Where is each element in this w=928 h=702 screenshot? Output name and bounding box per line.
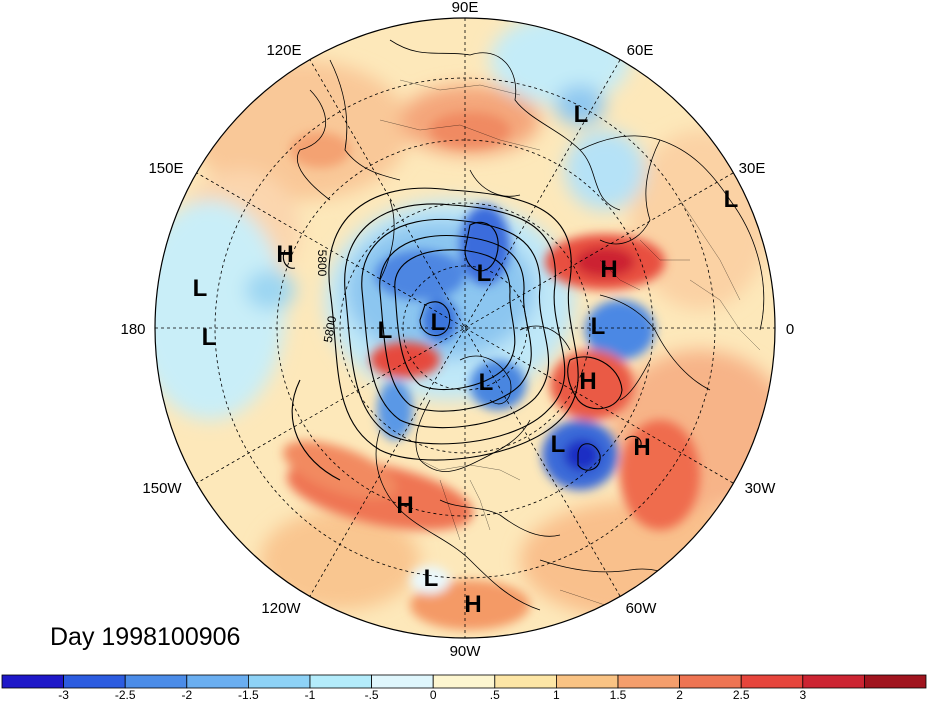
colorbar-swatch xyxy=(371,674,434,689)
colorbar-swatch xyxy=(864,674,927,689)
colorbar-swatch xyxy=(186,674,249,689)
pressure-center-low: L xyxy=(431,309,446,336)
pressure-center-low: L xyxy=(378,317,393,344)
pressure-center-low: L xyxy=(477,260,492,287)
borders xyxy=(379,79,761,611)
coastlines xyxy=(297,39,765,611)
pressure-center-low: L xyxy=(424,565,439,592)
graticule xyxy=(155,18,775,638)
colorbar-swatch xyxy=(617,674,680,689)
colorbar-tick-label: -2 xyxy=(181,688,192,702)
lon-label-90w: 90W xyxy=(450,643,482,660)
pressure-center-low: L xyxy=(193,275,208,302)
pressure-center-low: L xyxy=(574,101,589,128)
colorbar-tick-label: 2.5 xyxy=(733,688,750,702)
colorbar-swatch xyxy=(494,674,557,689)
lon-label-120e: 120E xyxy=(266,42,301,59)
lon-label-30e: 30E xyxy=(739,160,766,177)
pressure-center-low: L xyxy=(551,431,566,458)
colorbar-swatch xyxy=(124,674,188,689)
colorbar-tick-label: -3 xyxy=(58,688,69,702)
colorbar-tick-label: -.5 xyxy=(365,688,379,702)
colorbar-swatch xyxy=(63,674,126,689)
colorbar-swatch xyxy=(802,674,865,689)
colorbar-swatch xyxy=(1,674,64,689)
colorbar-swatch xyxy=(309,674,372,689)
lon-label-180: 180 xyxy=(120,321,145,338)
contour-label-5800-upper: 5800 xyxy=(315,250,329,277)
map-border xyxy=(154,17,776,639)
colorbar-swatch xyxy=(679,674,742,689)
pressure-center-low: L xyxy=(591,313,606,340)
pressure-center-high: H xyxy=(276,241,293,268)
colorbar-tick-label: 3 xyxy=(799,688,806,702)
colorbar: -3 -2.5 -2 -1.5 -1 -.5 0 .5 1 1.5 2 2.5 3 xyxy=(1,674,927,702)
colorbar-tick-label: 1.5 xyxy=(610,688,627,702)
colorbar-tick-label: 0 xyxy=(430,688,437,702)
lon-label-30w: 30W xyxy=(745,480,777,497)
pressure-center-low: L xyxy=(202,324,217,351)
lon-label-60e: 60E xyxy=(627,42,654,59)
colorbar-tick-label: -1.5 xyxy=(238,688,259,702)
pressure-center-high: H xyxy=(464,591,481,618)
colorbar-swatch xyxy=(247,674,311,689)
pressure-center-high: H xyxy=(600,256,617,283)
pressure-center-high: H xyxy=(396,492,413,519)
pressure-centers: L L L L L L L L L L L H H H H H H xyxy=(193,101,739,618)
colorbar-tick-label: 1 xyxy=(553,688,560,702)
colorbar-swatch xyxy=(432,674,496,689)
colorbar-tick-label: -2.5 xyxy=(115,688,136,702)
colorbar-swatch xyxy=(740,674,804,689)
geopotential-contours xyxy=(282,187,642,481)
colorbar-tick-label: .5 xyxy=(490,688,500,702)
anomaly-shading xyxy=(155,18,775,638)
pressure-center-low: L xyxy=(479,369,494,396)
colorbar-swatch xyxy=(556,674,619,689)
lon-label-150w: 150W xyxy=(142,480,182,497)
lon-label-90e: 90E xyxy=(452,0,479,16)
lon-label-0: 0 xyxy=(786,321,794,338)
colorbar-tick-label: 2 xyxy=(676,688,683,702)
contour-label-5800-lower: 5800 xyxy=(321,315,339,344)
pressure-center-high: H xyxy=(633,434,650,461)
day-title: Day 1998100906 xyxy=(50,623,240,651)
pressure-center-high: H xyxy=(579,368,596,395)
pressure-center-low: L xyxy=(724,186,739,213)
lon-label-150e: 150E xyxy=(148,160,183,177)
colorbar-tick-label: -1 xyxy=(305,688,316,702)
longitude-labels: 90E 60E 30E 0 30W 60W 90W 120W 150W 180 … xyxy=(120,0,794,660)
lon-label-120w: 120W xyxy=(261,600,301,617)
lon-label-60w: 60W xyxy=(626,600,658,617)
